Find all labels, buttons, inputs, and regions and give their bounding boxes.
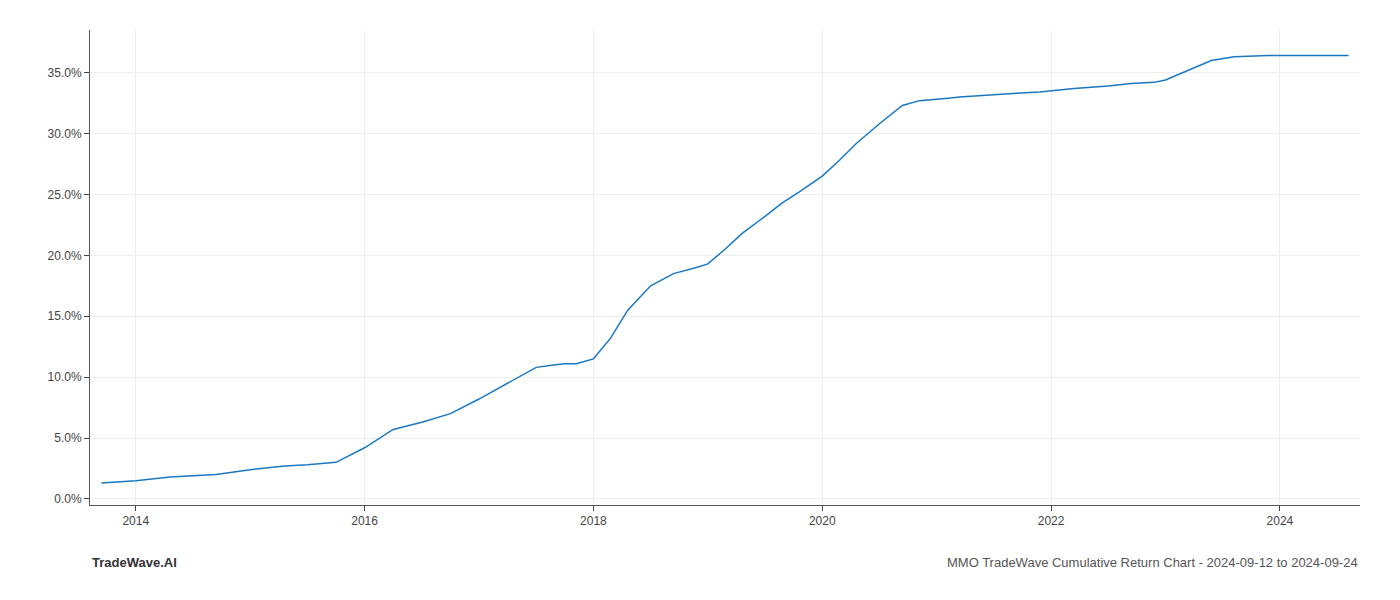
- svg-text:2016: 2016: [351, 514, 378, 528]
- svg-text:15.0%: 15.0%: [48, 309, 82, 323]
- svg-text:20.0%: 20.0%: [48, 249, 82, 263]
- svg-text:MMO TradeWave Cumulative Retur: MMO TradeWave Cumulative Return Chart - …: [947, 555, 1358, 570]
- svg-text:2024: 2024: [1267, 514, 1294, 528]
- svg-text:30.0%: 30.0%: [48, 127, 82, 141]
- svg-text:2014: 2014: [122, 514, 149, 528]
- svg-text:35.0%: 35.0%: [48, 66, 82, 80]
- svg-text:25.0%: 25.0%: [48, 188, 82, 202]
- svg-text:2020: 2020: [809, 514, 836, 528]
- svg-text:TradeWave.AI: TradeWave.AI: [92, 555, 177, 570]
- svg-text:10.0%: 10.0%: [48, 370, 82, 384]
- svg-text:2018: 2018: [580, 514, 607, 528]
- svg-text:2022: 2022: [1038, 514, 1065, 528]
- svg-text:0.0%: 0.0%: [54, 492, 82, 506]
- svg-text:5.0%: 5.0%: [54, 431, 82, 445]
